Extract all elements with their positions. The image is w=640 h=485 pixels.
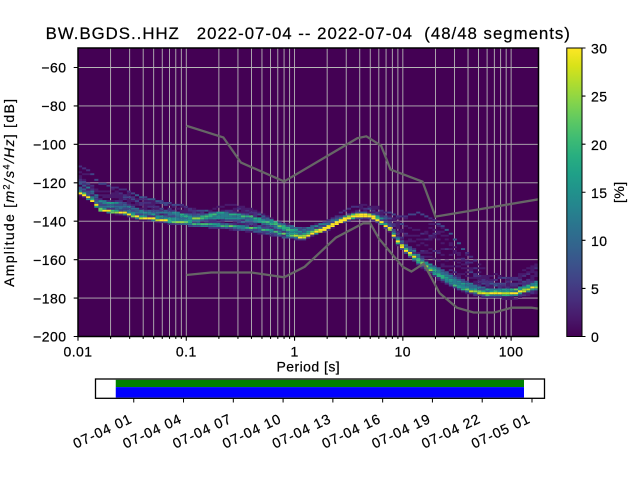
svg-text:[%]: [%]	[611, 181, 627, 203]
svg-text:0.01: 0.01	[63, 344, 92, 360]
svg-text:−140: −140	[33, 213, 66, 229]
svg-text:−180: −180	[33, 290, 66, 306]
svg-text:5: 5	[591, 281, 599, 297]
svg-text:BW.BGDS..HHZ 2022-07-04 -- 2: BW.BGDS..HHZ 2022-07-04 -- 2022-07-04 (4…	[46, 24, 571, 43]
svg-text:−120: −120	[33, 175, 66, 191]
svg-text:−80: −80	[41, 98, 66, 114]
svg-text:10: 10	[395, 344, 411, 360]
svg-text:15: 15	[591, 185, 607, 201]
svg-text:−160: −160	[33, 252, 66, 268]
svg-text:1: 1	[290, 344, 298, 360]
svg-text:25: 25	[591, 89, 607, 105]
svg-text:Period [s]: Period [s]	[276, 359, 340, 375]
svg-text:0: 0	[591, 329, 599, 345]
svg-text:30: 30	[591, 41, 607, 57]
svg-text:−60: −60	[41, 60, 66, 76]
svg-text:10: 10	[591, 233, 607, 249]
svg-text:−200: −200	[33, 329, 66, 345]
svg-text:Amplitude [m2/s4/Hz] [dB]: Amplitude [m2/s4/Hz] [dB]	[1, 98, 17, 287]
svg-text:0.1: 0.1	[176, 344, 197, 360]
svg-text:−100: −100	[33, 137, 66, 153]
svg-text:100: 100	[499, 344, 524, 360]
svg-text:20: 20	[591, 137, 607, 153]
